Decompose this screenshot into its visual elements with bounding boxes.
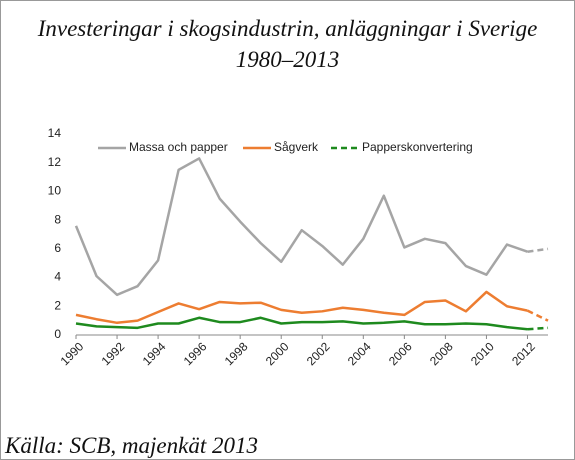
x-tick-label: 1992	[99, 339, 128, 368]
series-line	[75, 316, 528, 331]
x-tick-label: 1996	[181, 339, 210, 368]
x-tick-label: 2008	[427, 339, 456, 368]
x-tick-label: 2004	[345, 339, 374, 368]
y-tick-label: 12	[48, 155, 62, 169]
legend-label: Massa och papper	[129, 140, 228, 154]
series-line	[74, 157, 528, 297]
y-tick-label: 10	[48, 184, 62, 198]
source-note: Källa: SCB, majenkät 2013	[5, 433, 258, 458]
x-tick-label: 1994	[140, 339, 169, 368]
series-line	[75, 290, 528, 325]
y-tick-label: 0	[54, 327, 61, 341]
y-tick-label: 6	[54, 241, 61, 255]
series-line-dashed	[527, 247, 549, 253]
x-tick-label: 2000	[263, 339, 292, 368]
legend-label: Sågverk	[274, 140, 319, 154]
series-line-dashed	[527, 326, 549, 331]
x-tick-label: 2012	[509, 339, 538, 368]
y-tick-label: 2	[54, 298, 61, 312]
y-tick-label: 8	[54, 212, 61, 226]
chart-title: Investeringar i skogsindustrin, anläggni…	[37, 16, 538, 72]
x-tick-label: 1998	[222, 339, 251, 368]
x-tick-label: 2002	[304, 339, 333, 368]
x-tick-label: 1990	[58, 339, 87, 368]
legend-label: Papperskonvertering	[362, 140, 473, 154]
y-tick-label: 4	[54, 270, 61, 284]
y-tick-label: 14	[48, 126, 62, 140]
x-tick-label: 2006	[386, 339, 415, 368]
series-line-dashed	[526, 309, 549, 322]
x-tick-label: 2010	[468, 339, 497, 368]
